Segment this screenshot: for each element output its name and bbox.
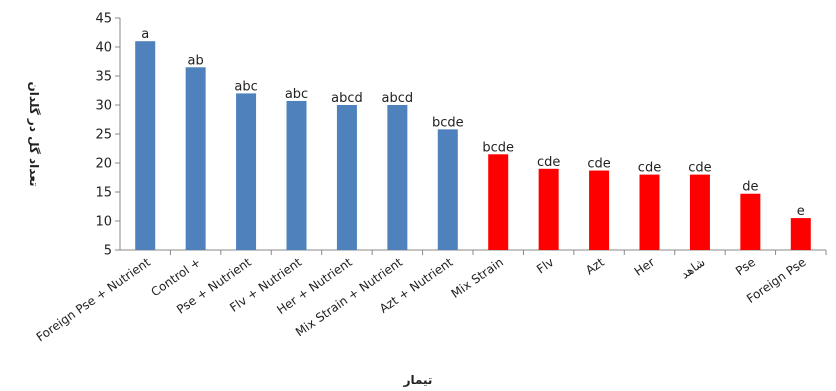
bar xyxy=(437,129,458,250)
bar xyxy=(135,41,156,251)
bars-group xyxy=(135,41,811,251)
y-tick-label: 45 xyxy=(95,12,112,27)
bar-data-label: abc xyxy=(285,87,308,102)
bar xyxy=(336,105,357,250)
bar xyxy=(185,67,206,250)
y-tick-label: 15 xyxy=(95,186,112,201)
y-axis-title: تعداد گل در گلدان xyxy=(27,82,41,187)
y-axis-ticks: 5 10 15 20 25 30 35 40 45 xyxy=(95,12,120,259)
bar xyxy=(589,170,610,250)
y-tick-label: 35 xyxy=(95,70,112,85)
bar-data-label: bcde xyxy=(432,115,464,130)
bar xyxy=(286,100,307,250)
y-tick-label: 10 xyxy=(95,215,112,230)
x-category-label: Flv xyxy=(534,255,556,276)
bar-data-label: abcd xyxy=(331,91,363,106)
bar-data-label: abcd xyxy=(382,91,414,106)
x-category-label: Azt xyxy=(583,255,607,278)
data-labels-group: a ab abc abc abcd abcd bcde bcde cde cde cde cde de e xyxy=(141,27,805,219)
bar-data-label: a xyxy=(141,27,149,42)
bar-data-label: bcde xyxy=(482,140,514,155)
y-tick-label: 30 xyxy=(95,99,112,114)
bar-data-label: e xyxy=(797,204,805,219)
x-category-label: شاهد xyxy=(678,255,708,282)
bar xyxy=(488,154,509,250)
bar xyxy=(689,174,710,250)
x-axis-title: تیمار xyxy=(403,373,433,387)
bar xyxy=(639,174,660,250)
x-category-label: Her xyxy=(632,255,658,279)
bar-data-label: cde xyxy=(638,161,661,176)
x-category-label: Foreign Pse + Nutrient xyxy=(34,255,154,345)
y-tick-label: 5 xyxy=(104,244,112,259)
bar-data-label: cde xyxy=(688,161,711,176)
bar xyxy=(236,93,257,251)
bar xyxy=(538,168,559,250)
bar-data-label: ab xyxy=(188,53,204,68)
y-tick-label: 25 xyxy=(95,128,112,143)
bar xyxy=(387,105,408,250)
bar-data-label: abc xyxy=(234,79,257,94)
bar xyxy=(740,193,761,250)
x-category-label: Mix Strain xyxy=(449,255,506,301)
y-tick-label: 20 xyxy=(95,157,112,172)
y-tick-label: 40 xyxy=(95,41,112,56)
bar-data-label: cde xyxy=(587,157,610,172)
x-category-label: Pse xyxy=(733,255,758,278)
bar xyxy=(790,218,811,250)
bar-data-label: de xyxy=(742,180,758,195)
bar-data-label: cde xyxy=(537,155,560,170)
